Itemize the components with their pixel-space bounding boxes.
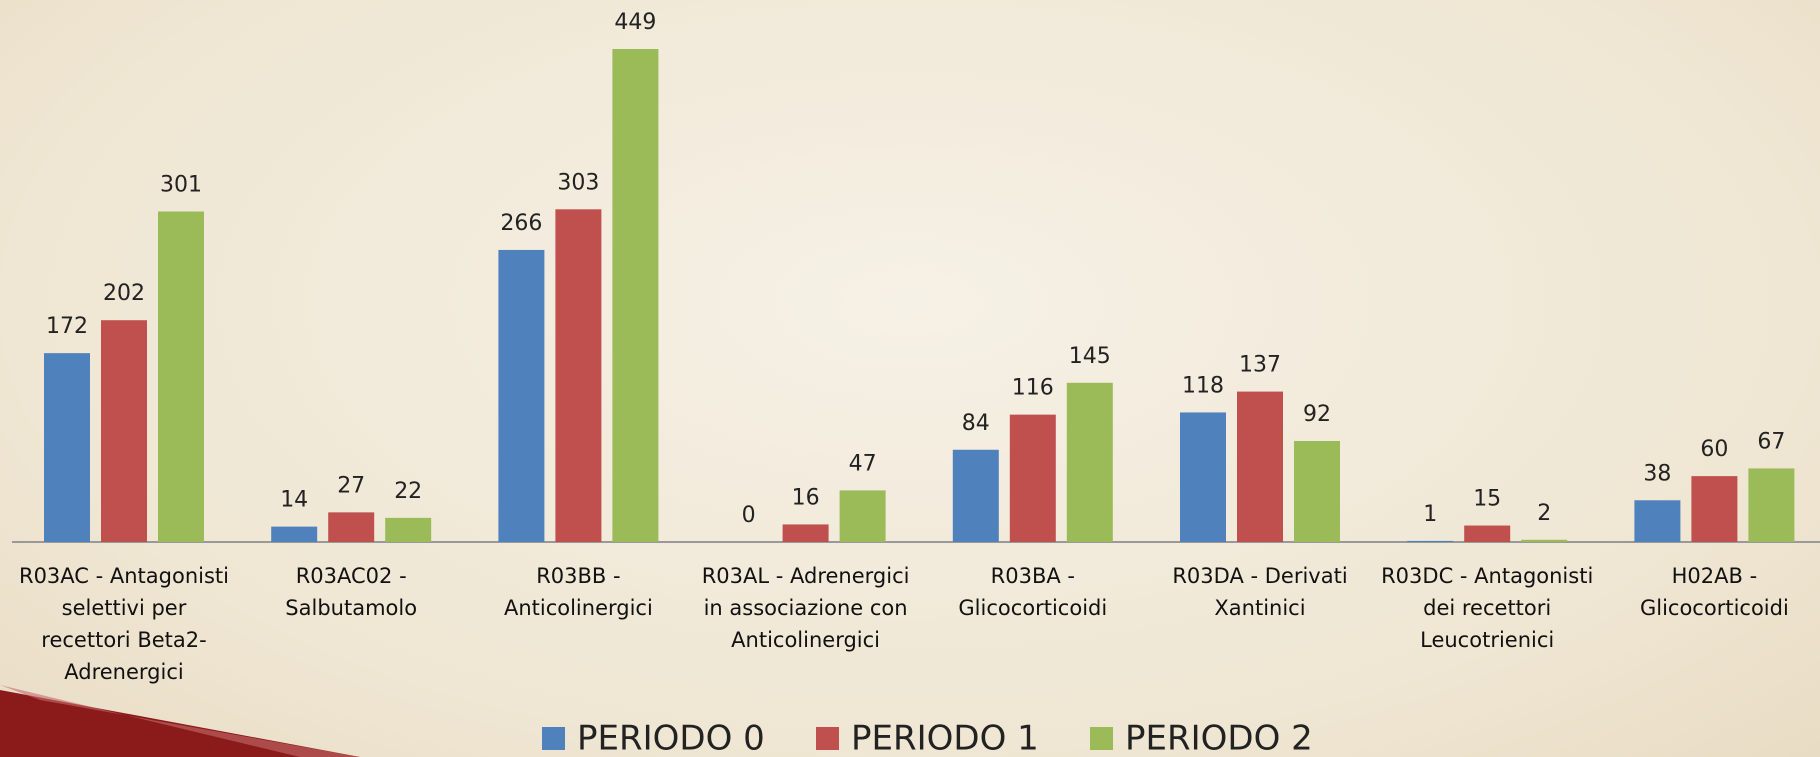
x-tick-label: R03AC02 - Salbutamolo xyxy=(285,564,418,620)
data-label: 301 xyxy=(160,173,202,198)
bar xyxy=(1066,382,1113,542)
bar xyxy=(44,353,90,542)
bar xyxy=(1237,391,1283,542)
data-label: 137 xyxy=(1239,353,1281,378)
x-tick-label: R03AC - Antagonisti selettivi per recett… xyxy=(18,564,229,684)
x-tick-label: R03DC - Antagonisti dei recettori Leucot… xyxy=(1381,564,1594,652)
legend-label: PERIODO 1 xyxy=(851,719,1039,757)
bar xyxy=(555,209,602,542)
data-label: 0 xyxy=(742,503,756,528)
data-label: 118 xyxy=(1182,373,1224,398)
data-label: 449 xyxy=(614,10,656,35)
data-label: 67 xyxy=(1757,429,1785,454)
legend-label: PERIODO 0 xyxy=(577,719,765,757)
legend-swatch xyxy=(816,727,839,750)
data-label: 14 xyxy=(280,488,308,513)
bar xyxy=(498,249,545,543)
data-label: 38 xyxy=(1643,461,1671,486)
data-label: 2 xyxy=(1537,501,1551,526)
bar xyxy=(782,524,829,542)
bar xyxy=(1009,414,1056,542)
bar xyxy=(1294,440,1340,542)
data-label: 145 xyxy=(1069,344,1111,369)
data-label: 116 xyxy=(1012,376,1054,401)
data-label: 92 xyxy=(1303,402,1331,427)
legend-swatch xyxy=(542,727,565,750)
data-label: 202 xyxy=(103,281,145,306)
data-label: 172 xyxy=(46,314,88,339)
x-tick-label: R03DA - Derivati Xantinici xyxy=(1172,564,1348,620)
data-label: 15 xyxy=(1473,487,1501,512)
bar xyxy=(839,490,886,542)
bar xyxy=(1521,539,1568,542)
data-label: 16 xyxy=(792,485,820,510)
bar xyxy=(1748,468,1795,542)
bar xyxy=(612,49,659,542)
legend-swatch xyxy=(1090,727,1113,750)
bar xyxy=(1464,525,1511,542)
bar xyxy=(1691,476,1738,542)
x-tick-label: R03BA - Glicocorticoidi xyxy=(958,564,1108,620)
bar xyxy=(952,449,999,542)
legend-label: PERIODO 2 xyxy=(1125,719,1313,757)
data-label: 1 xyxy=(1423,502,1437,527)
bar xyxy=(101,320,147,542)
data-label: 27 xyxy=(337,473,365,498)
bar xyxy=(1180,412,1226,542)
x-tick-label: R03AL - Adrenergici in associazione con … xyxy=(701,564,910,652)
x-tick-label: R03BB - Anticolinergici xyxy=(503,564,653,620)
data-label: 47 xyxy=(849,451,877,476)
bar xyxy=(158,211,204,542)
bar xyxy=(271,526,318,542)
x-tick-label: H02AB - Glicocorticoidi xyxy=(1639,564,1789,620)
bar xyxy=(1407,540,1454,542)
bar xyxy=(1634,500,1681,542)
data-label: 22 xyxy=(394,479,422,504)
data-label: 266 xyxy=(500,211,542,236)
data-label: 303 xyxy=(557,170,599,195)
bar xyxy=(328,512,375,542)
data-label: 60 xyxy=(1700,437,1728,462)
data-label: 84 xyxy=(962,411,990,436)
bar xyxy=(385,517,432,542)
